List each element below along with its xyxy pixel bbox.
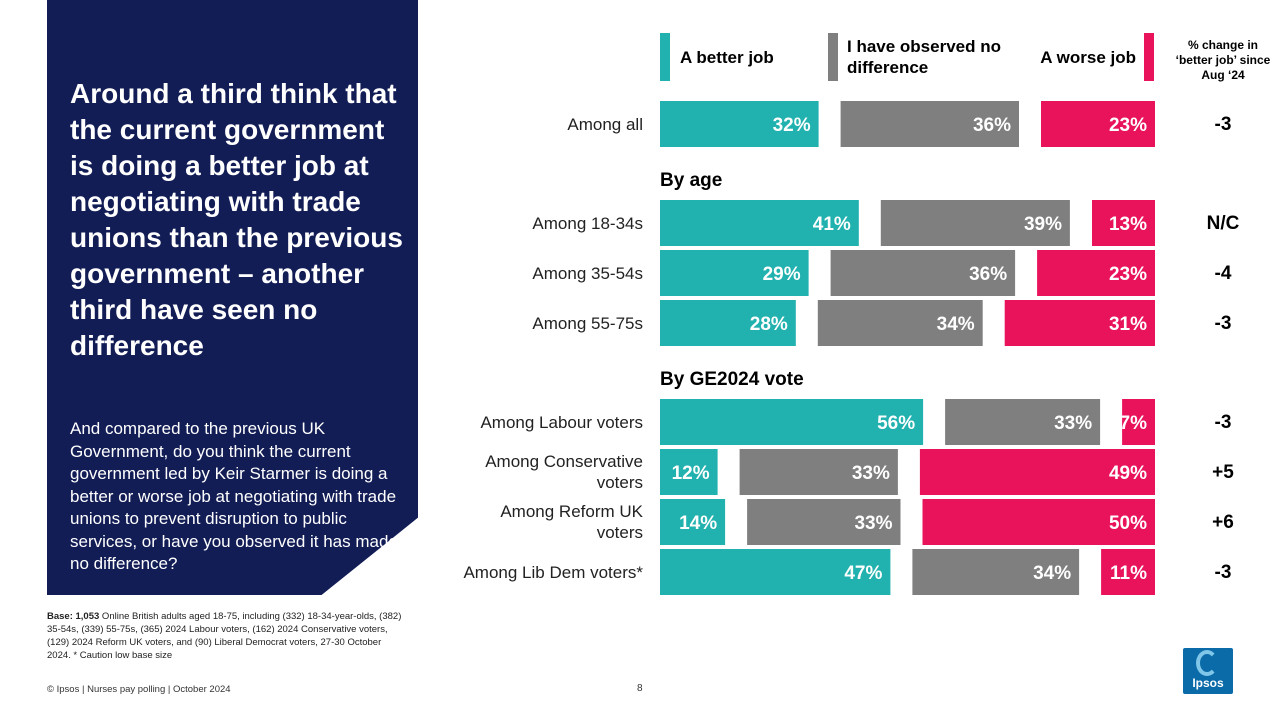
bar-label-better-row-1: 41% [813,214,851,235]
bar-label-better-row-0: 32% [773,115,811,136]
legend-label-better: A better job [680,48,774,67]
bar-no-difference-row-2 [830,250,1016,296]
row-label-18-34: Among 18-34s [532,214,643,233]
section-header-vote: By GE2024 vote [660,369,804,390]
bar-worse-row-0 [1041,101,1155,147]
legend-swatch-worse [1144,33,1154,81]
bar-better-row-0 [660,101,819,147]
change-value-libdem: -3 [1214,562,1232,583]
legend-label-worse: A worse job [1040,48,1136,67]
change-value-55-75: -3 [1214,313,1232,334]
bar-better-row-2 [660,250,809,296]
base-note: Base: 1,053 Online British adults aged 1… [47,610,407,662]
bar-label-worse-row-4: 7% [1120,413,1148,434]
bar-worse-row-1 [1092,200,1155,246]
ipsos-logo: Ipsos [1183,648,1233,694]
bar-no-difference-row-0 [840,101,1019,147]
legend-swatch-no-difference [828,33,838,81]
row-label-conservative: Among Conservative voters [485,452,643,492]
bar-label-no-difference-row-2: 36% [969,264,1007,285]
bar-better-row-7 [660,549,891,595]
change-value-labour: -3 [1214,412,1232,433]
bar-label-no-difference-row-3: 34% [937,314,975,335]
change-value-all: -3 [1214,114,1232,135]
bar-label-worse-row-2: 23% [1109,264,1147,285]
survey-question: And compared to the previous UK Governme… [70,419,398,573]
row-label-all: Among all [567,115,643,134]
bar-worse-row-3 [1004,300,1155,346]
bar-no-difference-row-7 [912,549,1080,595]
page-number: 8 [637,683,643,694]
headline-panel [47,0,418,595]
bar-worse-row-4 [1122,399,1155,445]
bar-label-better-row-4: 56% [877,413,915,434]
bar-label-no-difference-row-1: 39% [1024,214,1062,235]
logo-swirl-icon [1196,650,1218,676]
row-label-35-54: Among 35-54s [532,264,643,283]
bar-label-worse-row-0: 23% [1109,115,1147,136]
change-value-reform: +6 [1212,512,1234,533]
bar-worse-row-6 [922,499,1155,545]
bar-label-better-row-2: 29% [763,264,801,285]
bar-no-difference-row-4 [945,399,1101,445]
bar-no-difference-row-6 [747,499,901,545]
change-column-header: % change in ‘better job’ since Aug ‘24 [1175,38,1271,82]
row-label-reform: Among Reform UK voters [500,502,643,542]
change-value-conservative: +5 [1212,462,1234,483]
bar-label-better-row-5: 12% [672,463,710,484]
bar-label-no-difference-row-4: 33% [1054,413,1092,434]
bar-label-no-difference-row-6: 33% [854,513,892,534]
section-header-age: By age [660,170,723,191]
logo-text: Ipsos [1192,676,1224,690]
legend-label-no-difference: I have observed no difference [847,37,1001,77]
row-label-libdem: Among Lib Dem voters* [463,563,643,582]
bar-worse-row-5 [919,449,1155,495]
base-note-bold: Base: 1,053 [47,611,100,622]
bar-better-row-3 [660,300,796,346]
bar-label-worse-row-5: 49% [1109,463,1147,484]
bar-label-no-difference-row-0: 36% [973,115,1011,136]
bar-better-row-6 [660,499,726,545]
bar-label-better-row-7: 47% [844,563,882,584]
bar-label-better-row-6: 14% [679,513,717,534]
bar-better-row-5 [660,449,718,495]
base-note-text: Online British adults aged 18-75, includ… [47,611,402,661]
bar-label-no-difference-row-7: 34% [1033,563,1071,584]
bar-no-difference-row-1 [880,200,1070,246]
bar-label-worse-row-3: 31% [1109,314,1147,335]
bar-worse-row-2 [1037,250,1155,296]
bar-no-difference-row-3 [817,300,983,346]
bar-better-row-1 [660,200,859,246]
row-label-55-75: Among 55-75s [532,314,643,333]
slide-headline: Around a third think that the current go… [70,78,403,361]
bar-label-worse-row-6: 50% [1109,513,1147,534]
row-label-labour: Among Labour voters [480,413,643,432]
bar-label-better-row-3: 28% [750,314,788,335]
bar-label-no-difference-row-5: 33% [852,463,890,484]
bar-worse-row-7 [1101,549,1155,595]
change-value-35-54: -4 [1214,263,1232,284]
bar-better-row-4 [660,399,924,445]
legend-swatch-better [660,33,670,81]
bar-no-difference-row-5 [739,449,898,495]
footer-copyright: © Ipsos | Nurses pay polling | October 2… [47,684,231,695]
bar-label-worse-row-1: 13% [1109,214,1147,235]
change-value-18-34: N/C [1206,213,1240,234]
bar-label-worse-row-7: 11% [1110,563,1147,584]
